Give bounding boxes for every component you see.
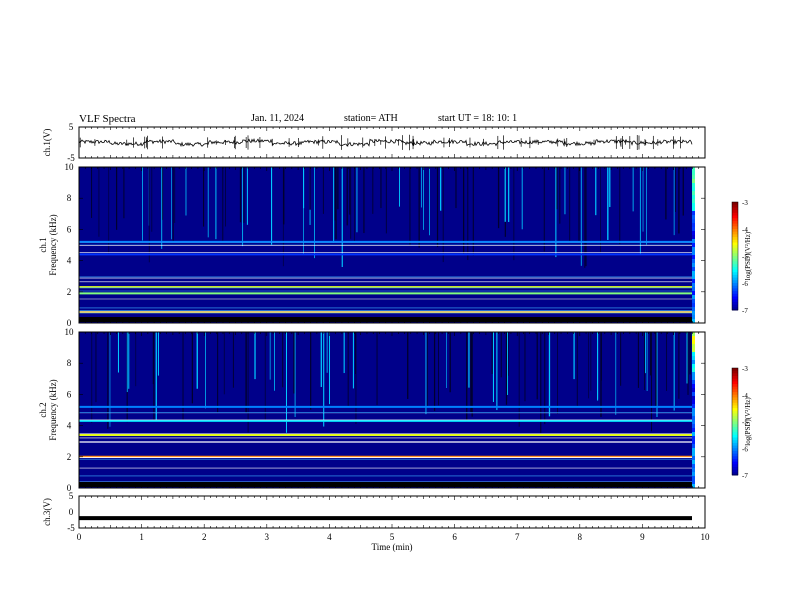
ch1-ytick-label: -5 <box>67 153 75 163</box>
ch1-ytick-label: 5 <box>69 122 74 132</box>
ch1-ylabel: ch.1(V) <box>42 129 52 157</box>
header-start-time: start UT = 18: 10: 1 <box>438 113 518 124</box>
ch1-waveform-frame <box>78 126 706 159</box>
header-date: Jan. 11, 2024 <box>251 113 304 124</box>
header-title: VLF Spectra <box>79 113 136 125</box>
header-station: station= ATH <box>344 113 398 124</box>
